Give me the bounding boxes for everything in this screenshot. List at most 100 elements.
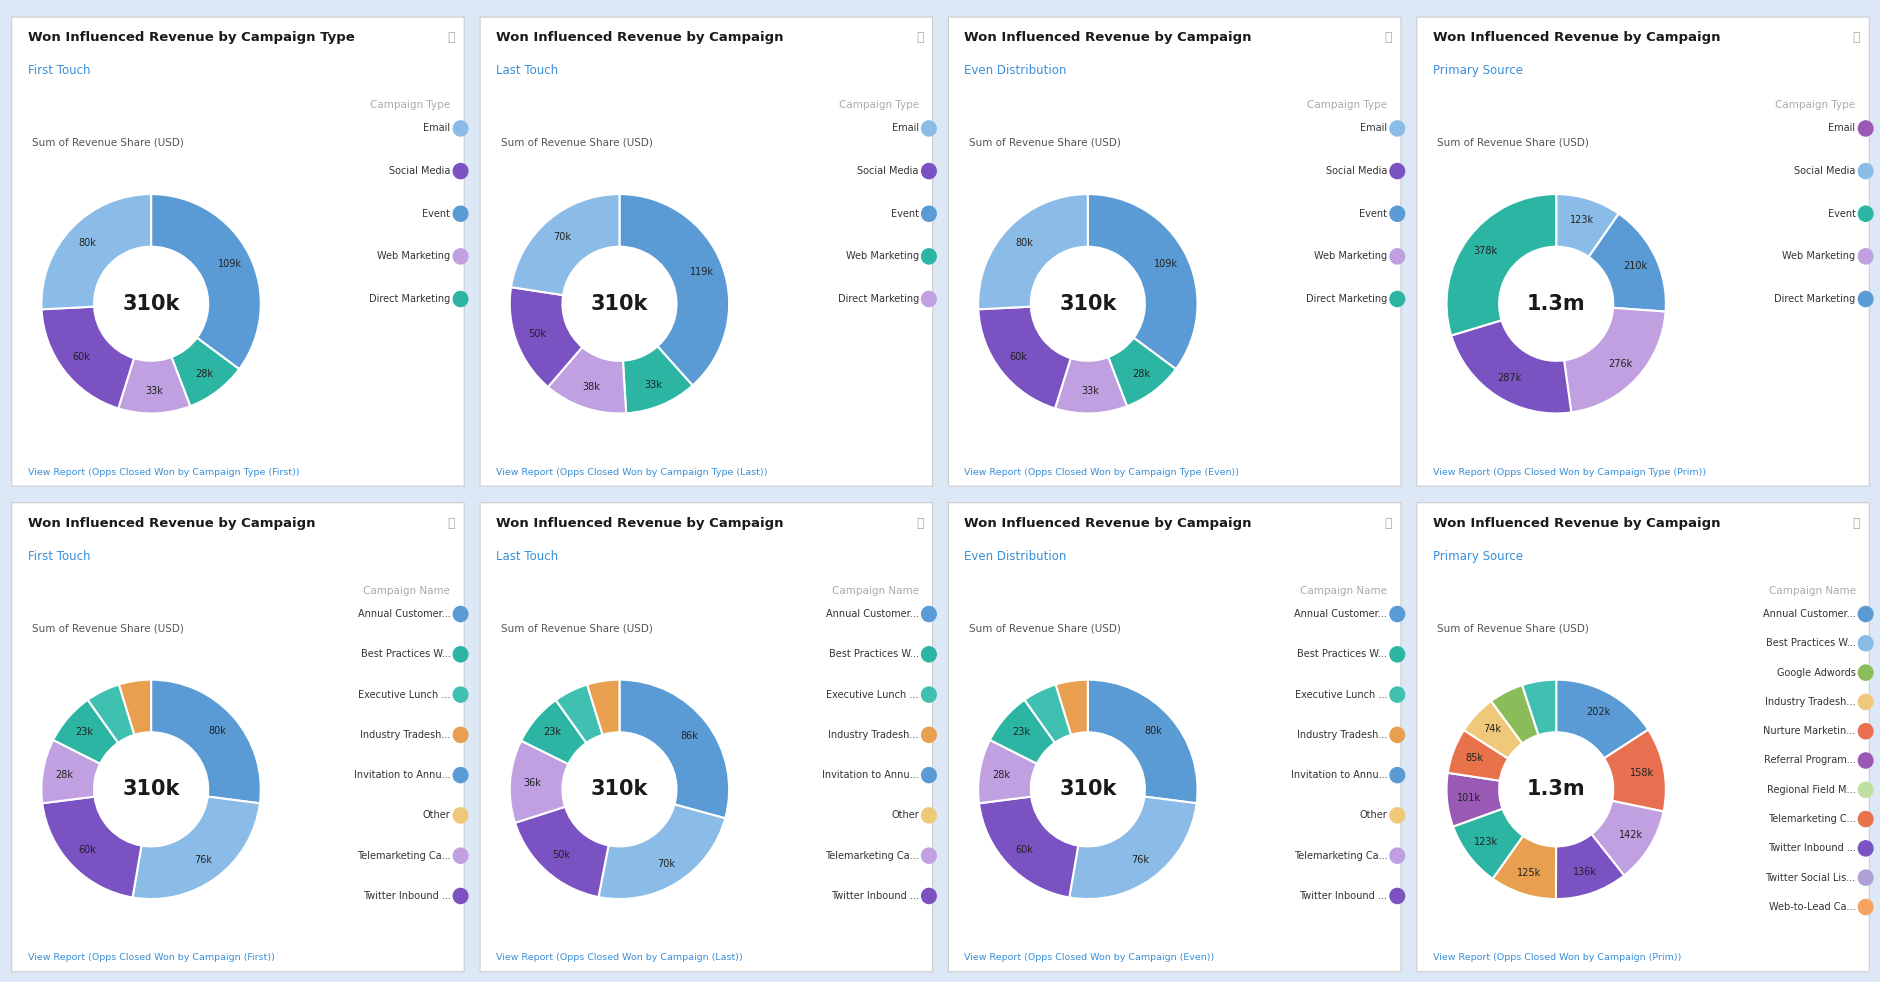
Text: Other: Other xyxy=(891,810,917,820)
Text: Won Influenced Revenue by Campaign: Won Influenced Revenue by Campaign xyxy=(496,31,784,44)
Text: 80k: 80k xyxy=(1145,727,1162,736)
Text: Executive Lunch ...: Executive Lunch ... xyxy=(825,689,917,699)
Text: ⤢: ⤢ xyxy=(1852,517,1859,530)
Text: Email: Email xyxy=(1359,124,1386,134)
Text: 74k: 74k xyxy=(1481,725,1500,735)
Wedge shape xyxy=(1068,796,1196,900)
Wedge shape xyxy=(1463,701,1521,758)
Text: 76k: 76k xyxy=(194,855,212,865)
FancyBboxPatch shape xyxy=(11,503,464,972)
Circle shape xyxy=(1389,848,1404,863)
Text: Even Distribution: Even Distribution xyxy=(964,65,1066,78)
Text: 101k: 101k xyxy=(1457,792,1480,803)
Circle shape xyxy=(453,292,468,306)
Text: Sum of Revenue Share (USD): Sum of Revenue Share (USD) xyxy=(500,624,652,633)
Circle shape xyxy=(921,728,936,742)
Text: 310k: 310k xyxy=(122,780,180,799)
Wedge shape xyxy=(118,357,190,413)
Text: Other: Other xyxy=(1359,810,1386,820)
Text: Telemarketing Ca...: Telemarketing Ca... xyxy=(825,850,917,860)
Circle shape xyxy=(453,808,468,823)
Wedge shape xyxy=(978,194,1087,309)
Text: Annual Customer...: Annual Customer... xyxy=(825,609,917,619)
Text: 109k: 109k xyxy=(1154,259,1177,269)
Text: 310k: 310k xyxy=(1058,780,1117,799)
Text: Email: Email xyxy=(1827,124,1854,134)
Text: 70k: 70k xyxy=(553,232,572,243)
Text: Campaign Type: Campaign Type xyxy=(1775,100,1854,110)
Wedge shape xyxy=(547,347,626,413)
Circle shape xyxy=(921,248,936,264)
Text: 378k: 378k xyxy=(1472,246,1496,256)
Text: Even Distribution: Even Distribution xyxy=(964,550,1066,563)
Circle shape xyxy=(1857,724,1872,738)
Text: 123k: 123k xyxy=(1474,838,1498,847)
Wedge shape xyxy=(515,807,609,897)
Text: Twitter Inbound ...: Twitter Inbound ... xyxy=(1767,844,1854,853)
Circle shape xyxy=(1389,889,1404,903)
Text: 109k: 109k xyxy=(218,259,241,269)
Circle shape xyxy=(1857,665,1872,681)
Wedge shape xyxy=(1448,731,1508,781)
FancyBboxPatch shape xyxy=(11,17,464,486)
Text: Won Influenced Revenue by Campaign: Won Influenced Revenue by Campaign xyxy=(964,517,1252,530)
Wedge shape xyxy=(150,194,261,369)
Circle shape xyxy=(921,768,936,783)
Text: Campaign Name: Campaign Name xyxy=(1767,585,1854,596)
Text: Event: Event xyxy=(1359,209,1386,219)
Text: 33k: 33k xyxy=(145,387,162,397)
Text: 1.3m: 1.3m xyxy=(1527,780,1585,799)
Wedge shape xyxy=(1590,801,1662,876)
Text: Direct Marketing: Direct Marketing xyxy=(1773,294,1854,304)
Text: ⤢: ⤢ xyxy=(916,517,923,530)
Wedge shape xyxy=(619,680,729,818)
Circle shape xyxy=(921,808,936,823)
Circle shape xyxy=(1389,808,1404,823)
Text: Web Marketing: Web Marketing xyxy=(1314,251,1386,261)
FancyBboxPatch shape xyxy=(1416,17,1869,486)
Circle shape xyxy=(1389,121,1404,136)
Text: Telemarketing Ca...: Telemarketing Ca... xyxy=(1293,850,1386,860)
Circle shape xyxy=(1857,121,1872,136)
Text: Last Touch: Last Touch xyxy=(496,65,558,78)
Text: 23k: 23k xyxy=(75,727,94,737)
Circle shape xyxy=(1857,783,1872,797)
Wedge shape xyxy=(1107,338,1175,407)
Circle shape xyxy=(1389,687,1404,702)
Text: Sum of Revenue Share (USD): Sum of Revenue Share (USD) xyxy=(968,137,1120,148)
Wedge shape xyxy=(978,306,1070,409)
Text: 60k: 60k xyxy=(1010,353,1026,362)
Text: Other: Other xyxy=(423,810,449,820)
Wedge shape xyxy=(978,740,1036,803)
Circle shape xyxy=(921,889,936,903)
Text: Executive Lunch ...: Executive Lunch ... xyxy=(1293,689,1386,699)
Text: 76k: 76k xyxy=(1130,855,1149,865)
Text: 33k: 33k xyxy=(1081,387,1098,397)
Text: 28k: 28k xyxy=(1132,368,1149,379)
Text: 70k: 70k xyxy=(656,859,675,869)
Text: Annual Customer...: Annual Customer... xyxy=(1762,609,1854,619)
Wedge shape xyxy=(1491,685,1538,743)
Text: Regional Field M...: Regional Field M... xyxy=(1765,785,1854,794)
Circle shape xyxy=(1857,248,1872,264)
Text: View Report (Opps Closed Won by Campaign (Prim)): View Report (Opps Closed Won by Campaign… xyxy=(1433,954,1681,962)
Text: 86k: 86k xyxy=(681,732,697,741)
Text: 310k: 310k xyxy=(1058,294,1117,314)
Text: 210k: 210k xyxy=(1622,261,1647,271)
Text: Telemarketing C...: Telemarketing C... xyxy=(1767,814,1854,824)
Text: First Touch: First Touch xyxy=(28,550,90,563)
Wedge shape xyxy=(1564,307,1666,412)
FancyBboxPatch shape xyxy=(479,503,932,972)
Text: Social Media: Social Media xyxy=(389,166,449,176)
Wedge shape xyxy=(587,680,619,735)
Text: 60k: 60k xyxy=(1015,846,1032,855)
Text: Industry Tradesh...: Industry Tradesh... xyxy=(1295,730,1386,739)
Text: Won Influenced Revenue by Campaign: Won Influenced Revenue by Campaign xyxy=(964,31,1252,44)
Text: View Report (Opps Closed Won by Campaign (First)): View Report (Opps Closed Won by Campaign… xyxy=(28,954,274,962)
Wedge shape xyxy=(521,700,587,764)
Wedge shape xyxy=(1446,194,1555,336)
Text: 33k: 33k xyxy=(645,380,662,390)
Text: View Report (Opps Closed Won by Campaign (Even)): View Report (Opps Closed Won by Campaign… xyxy=(964,954,1214,962)
Circle shape xyxy=(921,206,936,221)
Text: Won Influenced Revenue by Campaign: Won Influenced Revenue by Campaign xyxy=(28,517,316,530)
